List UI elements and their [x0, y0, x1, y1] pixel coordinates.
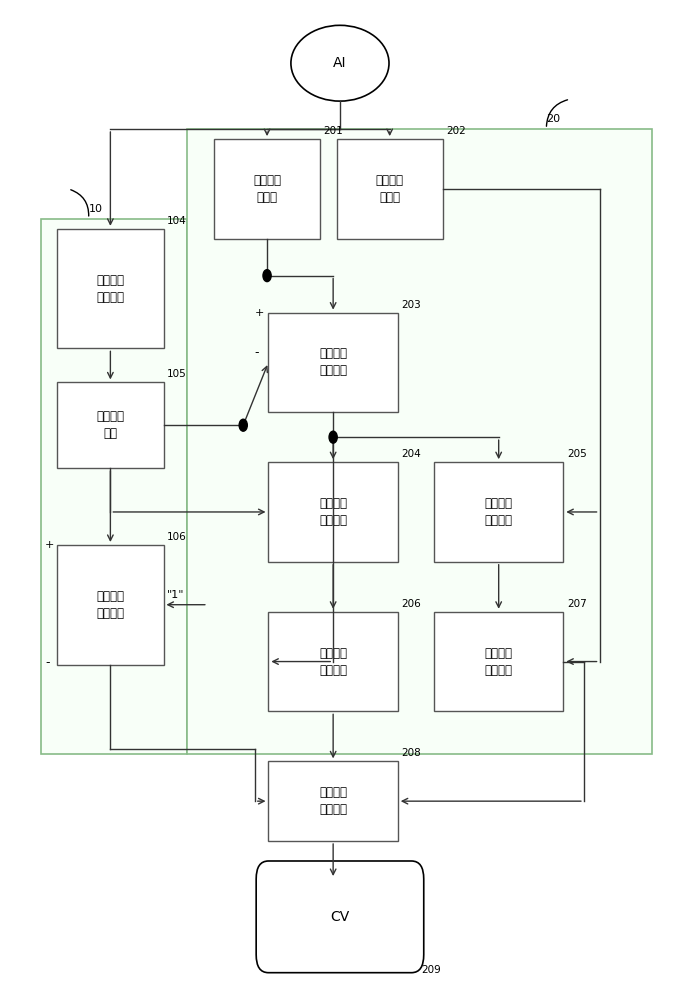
FancyBboxPatch shape — [57, 382, 163, 468]
Text: 第二信号
切换模块: 第二信号 切换模块 — [319, 786, 347, 816]
Text: 202: 202 — [446, 126, 466, 136]
Text: +: + — [45, 540, 54, 550]
Text: CV: CV — [330, 910, 350, 924]
FancyBboxPatch shape — [256, 861, 424, 973]
FancyBboxPatch shape — [268, 761, 398, 841]
Text: "1": "1" — [167, 590, 185, 600]
Text: 第二数值
加法模块: 第二数值 加法模块 — [485, 647, 513, 677]
Text: 206: 206 — [402, 599, 421, 609]
Text: 第一数值
加法模块: 第一数值 加法模块 — [319, 647, 347, 677]
Text: -: - — [45, 657, 49, 670]
Text: AI: AI — [333, 56, 347, 70]
Circle shape — [263, 270, 271, 282]
Ellipse shape — [291, 25, 389, 101]
Bar — [41, 219, 187, 754]
Text: 201: 201 — [324, 126, 343, 136]
Text: 203: 203 — [402, 300, 421, 310]
Text: 209: 209 — [422, 965, 441, 975]
Text: 20: 20 — [547, 114, 560, 124]
Text: -: - — [255, 346, 259, 359]
FancyBboxPatch shape — [268, 462, 398, 562]
Text: 第一数值
乘法模块: 第一数值 乘法模块 — [319, 497, 347, 527]
Text: 105: 105 — [167, 369, 187, 379]
FancyBboxPatch shape — [57, 545, 163, 665]
Text: 第一信号
切换模块: 第一信号 切换模块 — [96, 274, 124, 304]
FancyBboxPatch shape — [434, 462, 564, 562]
Text: 208: 208 — [402, 748, 421, 758]
FancyBboxPatch shape — [337, 139, 443, 239]
Text: 第二数值
乘法模块: 第二数值 乘法模块 — [485, 497, 513, 527]
FancyBboxPatch shape — [268, 612, 398, 711]
Circle shape — [329, 431, 337, 443]
Text: 204: 204 — [402, 449, 421, 459]
Text: 速率限制
模块: 速率限制 模块 — [96, 410, 124, 440]
FancyBboxPatch shape — [434, 612, 564, 711]
Text: +: + — [255, 308, 264, 318]
Bar — [187, 129, 652, 754]
Circle shape — [239, 419, 248, 431]
Text: 207: 207 — [567, 599, 587, 609]
FancyBboxPatch shape — [268, 313, 398, 412]
FancyBboxPatch shape — [214, 139, 320, 239]
FancyBboxPatch shape — [57, 229, 163, 348]
Text: 第一数值
减法模块: 第一数值 减法模块 — [96, 590, 124, 620]
Text: 106: 106 — [167, 532, 187, 542]
Text: 104: 104 — [167, 216, 187, 226]
Text: 第二函数
发生器: 第二函数 发生器 — [376, 174, 404, 204]
Text: 第一函数
发生器: 第一函数 发生器 — [253, 174, 281, 204]
Text: 205: 205 — [567, 449, 587, 459]
Text: 第二数值
减法模块: 第二数值 减法模块 — [319, 347, 347, 377]
Text: 10: 10 — [89, 204, 103, 214]
